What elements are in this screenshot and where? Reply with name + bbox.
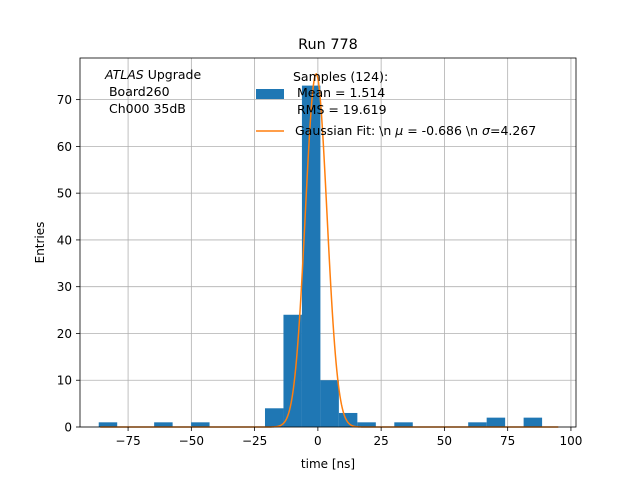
- histogram-bar-14: [357, 422, 376, 427]
- y-tick-label-3: 30: [57, 280, 72, 294]
- histogram-bar-11: [301, 85, 321, 428]
- x-tick-label-7: 100: [559, 434, 582, 448]
- legend-fit-mu: μ: [394, 123, 403, 138]
- annotation-line-2: Board260: [105, 84, 170, 99]
- legend-fit-sigma: σ: [482, 123, 491, 138]
- x-tick-label-0: −75: [115, 434, 140, 448]
- annotation-line-1: ATLAS Upgrade: [104, 67, 201, 82]
- histogram-bar-3: [154, 422, 173, 427]
- y-tick-label-1: 10: [57, 374, 72, 388]
- legend: Samples (124): Mean = 1.514 RMS = 19.619…: [256, 69, 536, 138]
- legend-hist-line-3: RMS = 19.619: [293, 102, 387, 117]
- y-tick-label-4: 40: [57, 233, 72, 247]
- annotation-text: ATLAS Upgrade Board260 Ch000 35dB: [104, 67, 201, 116]
- plot-frame: [79, 57, 577, 428]
- legend-fit-label: Gaussian Fit: \n μ = -0.686 \n σ=4.267: [295, 123, 536, 138]
- x-tick-label-3: 0: [314, 434, 322, 448]
- legend-fit-prefix: Gaussian Fit: \n: [295, 123, 395, 138]
- y-tick-label-7: 70: [57, 93, 72, 107]
- annotation-line-3: Ch000 35dB: [105, 101, 186, 116]
- legend-hist-line-1: Samples (124):: [293, 69, 388, 84]
- annotation-atlas: ATLAS: [104, 67, 144, 82]
- y-tick-label-5: 50: [57, 187, 72, 201]
- y-tick-label-2: 20: [57, 327, 72, 341]
- x-tick-label-6: 75: [500, 434, 515, 448]
- histogram-bar-9: [264, 408, 284, 427]
- x-tick-label-2: −25: [242, 434, 267, 448]
- x-tick-label-4: 25: [374, 434, 389, 448]
- legend-fit-suffix: =4.267: [490, 123, 536, 138]
- legend-fit-mid: = -0.686 \n: [403, 123, 482, 138]
- x-axis-ticks: −75 −50 −25 0 25 50 75 100: [115, 427, 582, 448]
- y-axis-ticks: 0 10 20 30 40 50 60 70: [57, 93, 80, 435]
- histogram-bars: [98, 85, 543, 428]
- legend-hist-swatch: [256, 89, 284, 99]
- histogram-bar-20: [468, 422, 487, 427]
- x-tick-label-1: −50: [179, 434, 204, 448]
- y-tick-label-6: 60: [57, 140, 72, 154]
- histogram-bar-5: [191, 422, 210, 427]
- y-axis-label: Entries: [33, 222, 47, 264]
- legend-hist-line-2: Mean = 1.514: [293, 85, 385, 100]
- histogram-bar-16: [394, 422, 413, 427]
- y-tick-label-0: 0: [64, 421, 72, 435]
- x-tick-label-5: 50: [437, 434, 452, 448]
- histogram-bar-21: [486, 417, 506, 427]
- histogram-bar-13: [338, 412, 358, 427]
- annotation-upgrade: Upgrade: [144, 67, 202, 82]
- x-axis-label: time [ns]: [301, 457, 355, 471]
- histogram-bar-23: [523, 417, 543, 427]
- histogram-bar-12: [320, 380, 339, 427]
- chart-title: Run 778: [298, 37, 358, 53]
- histogram-bar-0: [98, 422, 118, 427]
